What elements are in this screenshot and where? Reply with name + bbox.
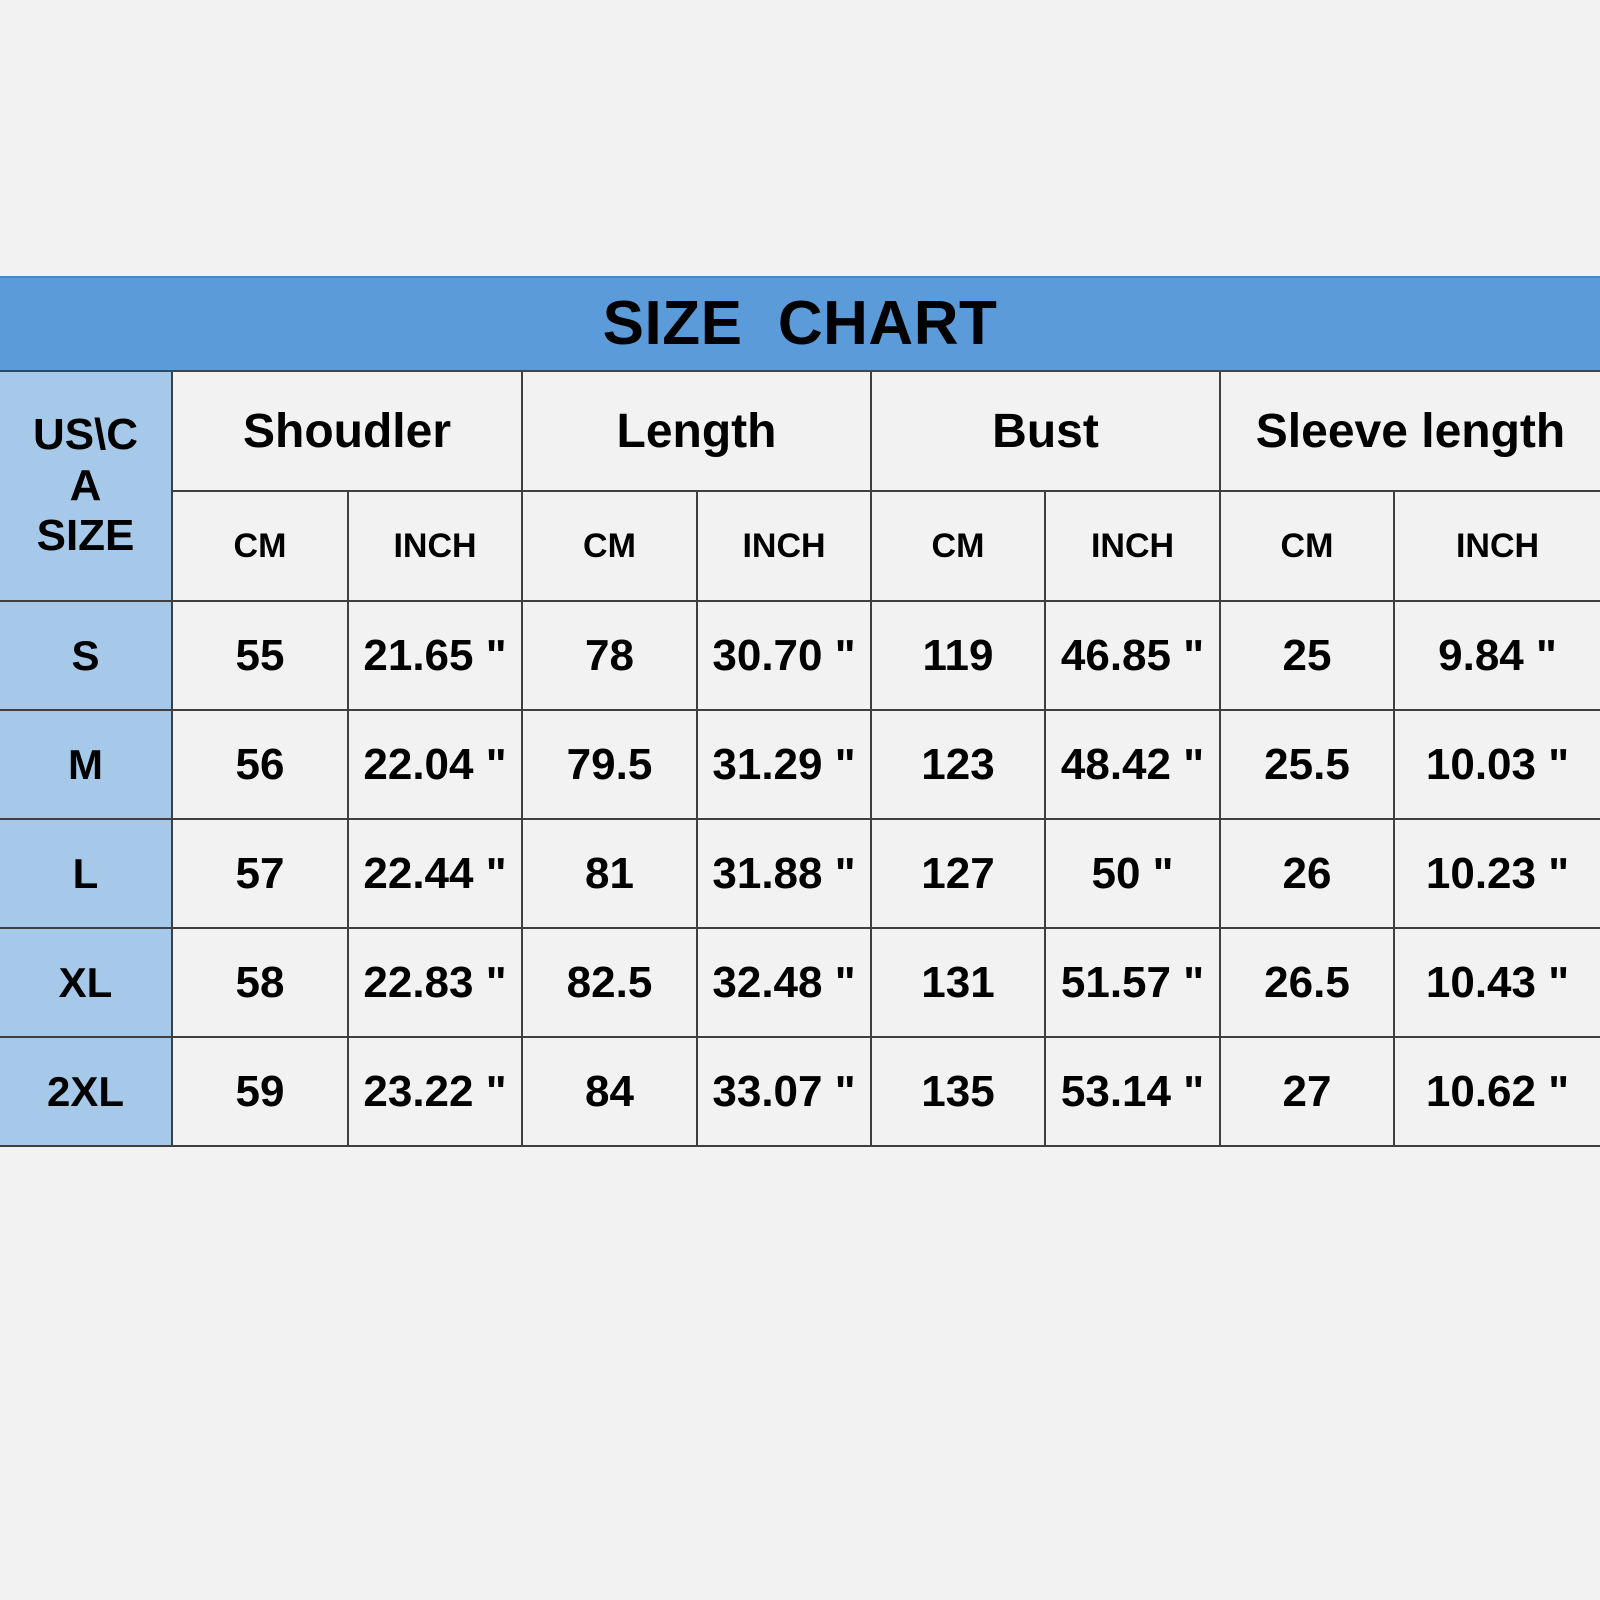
cell-s-bust-inch: 46.85 ": [1044, 600, 1221, 711]
cell-m-shoulder-cm: 56: [171, 709, 349, 820]
group-header-sleeve-length: Sleeve length: [1219, 370, 1600, 492]
cell-2xl-bust-cm: 135: [870, 1036, 1046, 1147]
size-label-2xl: 2XL: [0, 1036, 173, 1147]
size-column-header-line-2: A: [69, 460, 102, 510]
cell-s-length-inch: 30.70 ": [696, 600, 872, 711]
cell-m-bust-inch: 48.42 ": [1044, 709, 1221, 820]
cell-xl-sleeve-inch: 10.43 ": [1393, 927, 1600, 1038]
group-header-bust: Bust: [870, 370, 1221, 492]
cell-2xl-length-cm: 84: [521, 1036, 698, 1147]
unit-header-sleeve-cm: CM: [1219, 490, 1395, 602]
unit-header-shoulder-cm: CM: [171, 490, 349, 602]
cell-xl-length-cm: 82.5: [521, 927, 698, 1038]
cell-s-bust-cm: 119: [870, 600, 1046, 711]
cell-l-shoulder-inch: 22.44 ": [347, 818, 523, 929]
cell-l-bust-cm: 127: [870, 818, 1046, 929]
cell-l-length-cm: 81: [521, 818, 698, 929]
cell-s-shoulder-inch: 21.65 ": [347, 600, 523, 711]
table-row: XL 58 22.83 " 82.5 32.48 " 131 51.57 " 2…: [0, 927, 1600, 1038]
table-row: M 56 22.04 " 79.5 31.29 " 123 48.42 " 25…: [0, 709, 1600, 820]
cell-2xl-shoulder-cm: 59: [171, 1036, 349, 1147]
cell-s-length-cm: 78: [521, 600, 698, 711]
cell-m-sleeve-cm: 25.5: [1219, 709, 1395, 820]
cell-m-sleeve-inch: 10.03 ": [1393, 709, 1600, 820]
title-row: SIZE CHART: [0, 276, 1600, 372]
cell-xl-sleeve-cm: 26.5: [1219, 927, 1395, 1038]
size-chart-table: SIZE CHART US\C A SIZE Shoudler Length B…: [0, 276, 1600, 1147]
unit-header-bust-inch: INCH: [1044, 490, 1221, 602]
group-header-row: US\C A SIZE Shoudler Length Bust Sleeve …: [0, 370, 1600, 602]
table-row: L 57 22.44 " 81 31.88 " 127 50 " 26 10.2…: [0, 818, 1600, 929]
group-header-shoulder: Shoudler: [171, 370, 523, 492]
cell-2xl-sleeve-inch: 10.62 ": [1393, 1036, 1600, 1147]
cell-2xl-shoulder-inch: 23.22 ": [347, 1036, 523, 1147]
cell-2xl-length-inch: 33.07 ": [696, 1036, 872, 1147]
cell-l-length-inch: 31.88 ": [696, 818, 872, 929]
cell-xl-shoulder-inch: 22.83 ": [347, 927, 523, 1038]
cell-xl-shoulder-cm: 58: [171, 927, 349, 1038]
size-column-header-line-3: SIZE: [36, 511, 135, 561]
size-column-header-line-1: US\C: [32, 410, 139, 460]
unit-header-shoulder-inch: INCH: [347, 490, 523, 602]
cell-l-sleeve-inch: 10.23 ": [1393, 818, 1600, 929]
cell-xl-length-inch: 32.48 ": [696, 927, 872, 1038]
page-title: SIZE CHART: [602, 289, 998, 358]
size-label-l: L: [0, 818, 173, 929]
cell-s-sleeve-cm: 25: [1219, 600, 1395, 711]
unit-header-sleeve-inch: INCH: [1393, 490, 1600, 602]
group-header-length: Length: [521, 370, 872, 492]
cell-2xl-bust-inch: 53.14 ": [1044, 1036, 1221, 1147]
size-label-xl: XL: [0, 927, 173, 1038]
size-label-m: M: [0, 709, 173, 820]
cell-xl-bust-cm: 131: [870, 927, 1046, 1038]
cell-xl-bust-inch: 51.57 ": [1044, 927, 1221, 1038]
cell-m-bust-cm: 123: [870, 709, 1046, 820]
unit-header-length-inch: INCH: [696, 490, 872, 602]
unit-header-length-cm: CM: [521, 490, 698, 602]
cell-m-length-inch: 31.29 ": [696, 709, 872, 820]
cell-s-shoulder-cm: 55: [171, 600, 349, 711]
cell-l-bust-inch: 50 ": [1044, 818, 1221, 929]
size-label-s: S: [0, 600, 173, 711]
size-column-header: US\C A SIZE: [0, 370, 173, 602]
table-row: 2XL 59 23.22 " 84 33.07 " 135 53.14 " 27…: [0, 1036, 1600, 1147]
cell-s-sleeve-inch: 9.84 ": [1393, 600, 1600, 711]
cell-l-shoulder-cm: 57: [171, 818, 349, 929]
table-row: S 55 21.65 " 78 30.70 " 119 46.85 " 25 9…: [0, 600, 1600, 711]
cell-2xl-sleeve-cm: 27: [1219, 1036, 1395, 1147]
unit-header-bust-cm: CM: [870, 490, 1046, 602]
chart-title-cell: SIZE CHART: [0, 276, 1600, 372]
unit-header-row: CM INCH CM INCH CM INCH CM INCH: [0, 490, 1600, 602]
cell-m-shoulder-inch: 22.04 ": [347, 709, 523, 820]
cell-l-sleeve-cm: 26: [1219, 818, 1395, 929]
cell-m-length-cm: 79.5: [521, 709, 698, 820]
